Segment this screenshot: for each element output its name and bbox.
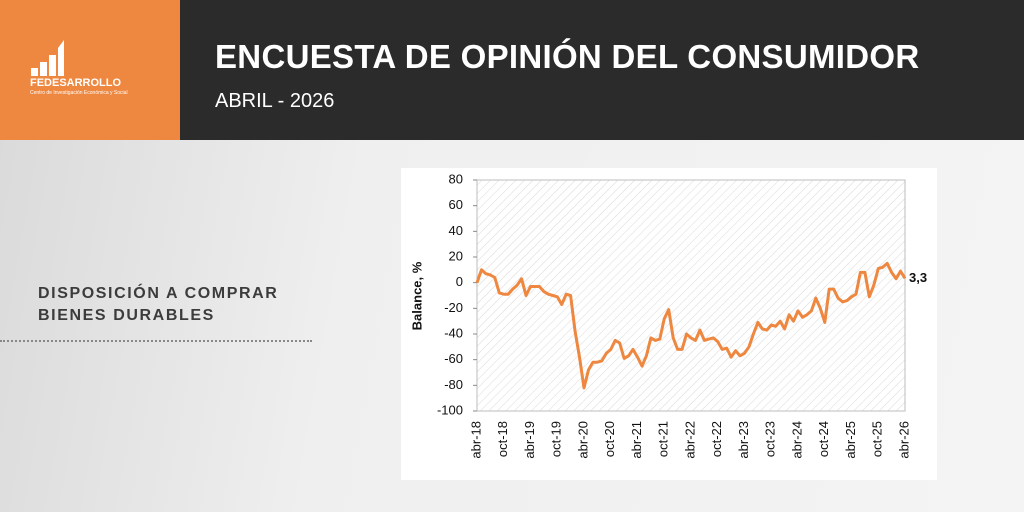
y-tick-label: 0 bbox=[456, 274, 463, 289]
x-tick-label: abr-22 bbox=[682, 421, 697, 459]
x-tick-label: abr-21 bbox=[629, 421, 644, 459]
x-tick-label: oct-23 bbox=[763, 421, 778, 457]
tagline: Centro de Investigación Económica y Soci… bbox=[30, 90, 128, 96]
x-tick-label: oct-21 bbox=[656, 421, 671, 457]
y-tick-label: 40 bbox=[449, 223, 463, 238]
brand: FEDESARROLLO bbox=[30, 77, 122, 89]
plot-area bbox=[476, 179, 906, 412]
side-label: DISPOSICIÓN A COMPRAR BIENES DURABLES bbox=[38, 283, 278, 327]
logo-icon bbox=[31, 40, 64, 76]
y-tick-label: 20 bbox=[449, 248, 463, 263]
y-axis-label: Balance, % bbox=[409, 261, 424, 330]
x-tick-label: abr-20 bbox=[575, 421, 590, 459]
line bbox=[475, 261, 907, 390]
y-tick-label: -60 bbox=[444, 351, 463, 366]
side-line: BIENES DURABLES bbox=[38, 307, 215, 324]
x-tick-label: oct-22 bbox=[709, 421, 724, 457]
y-tick-label: -20 bbox=[444, 300, 463, 315]
y-tick-label: 60 bbox=[449, 197, 463, 212]
subtitle: ABRIL - 2026 bbox=[215, 90, 335, 112]
x-tick-label: abr-23 bbox=[736, 421, 751, 459]
x-tick-label: oct-24 bbox=[816, 421, 831, 457]
side-line: DISPOSICIÓN A COMPRAR bbox=[38, 285, 279, 302]
x-tick-label: abr-24 bbox=[789, 421, 804, 459]
y-tick-label: 80 bbox=[449, 171, 463, 186]
x-tick-label: abr-25 bbox=[843, 421, 858, 459]
x-tick-label: oct-25 bbox=[870, 421, 885, 457]
y-tick-label: -80 bbox=[444, 377, 463, 392]
title: ENCUESTA DE OPINIÓN DEL CONSUMIDOR bbox=[215, 38, 920, 75]
y-tick-label: -100 bbox=[437, 402, 463, 417]
x-tick-label: abr-26 bbox=[896, 421, 911, 459]
x-tick-label: abr-19 bbox=[522, 421, 537, 459]
x-tick-label: oct-20 bbox=[602, 421, 617, 457]
logo: FEDESARROLLO Centro de Investigación Eco… bbox=[0, 0, 180, 140]
y-tick-label: -40 bbox=[444, 325, 463, 340]
divider bbox=[0, 340, 312, 342]
x-tick-label: abr-18 bbox=[468, 421, 483, 459]
x-tick-label: oct-19 bbox=[549, 421, 564, 457]
x-tick-label: oct-18 bbox=[495, 421, 510, 457]
data-label: 3,3 bbox=[909, 270, 927, 285]
